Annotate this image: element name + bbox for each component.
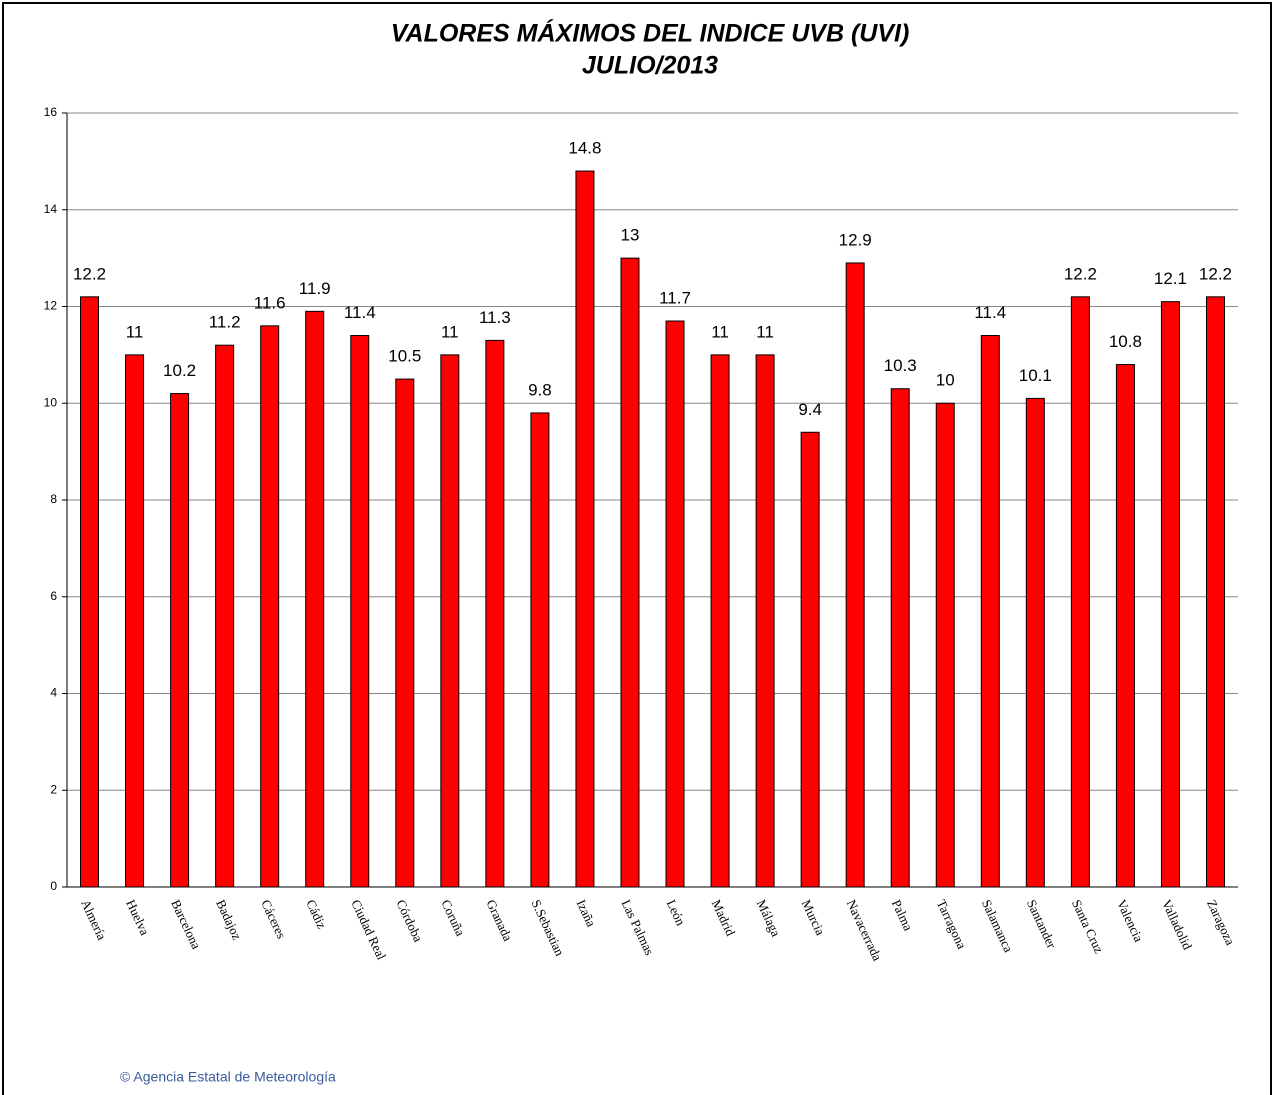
bar [215, 344, 235, 888]
bar [845, 262, 865, 888]
x-tick-label: Palma [889, 897, 916, 933]
bar [80, 296, 100, 888]
value-label: 11.4 [974, 303, 1006, 322]
bar [575, 170, 595, 888]
bar [1115, 364, 1135, 888]
value-label: 12.2 [1199, 264, 1232, 283]
bar [980, 335, 1000, 888]
x-tick-label: S.Sebastian [528, 897, 567, 958]
value-label: 12.1 [1154, 269, 1187, 288]
bar [485, 339, 505, 888]
x-tick-label: Almería [78, 897, 110, 942]
value-label: 10.5 [388, 347, 421, 366]
x-tick-label: Zaragoza [1204, 897, 1238, 947]
y-tick-label: 4 [50, 686, 57, 700]
value-label: 12.2 [73, 264, 106, 283]
x-tick-label: Granada [483, 897, 515, 943]
x-tick-label: Santander [1024, 897, 1060, 951]
value-label: 11.7 [659, 288, 691, 307]
value-label: 11.6 [254, 293, 286, 312]
x-tick-label: Coruña [438, 897, 468, 938]
bar [395, 378, 415, 888]
value-label: 10.3 [884, 356, 917, 375]
bar [800, 431, 820, 888]
y-tick-label: 14 [44, 202, 58, 216]
chart-title: VALORES MÁXIMOS DEL INDICE UVB (UVI) [391, 19, 910, 48]
chart-subtitle: JULIO/2013 [582, 52, 718, 80]
bar [260, 325, 280, 888]
bar [1205, 296, 1225, 888]
bar [350, 335, 370, 888]
value-label: 10.2 [163, 361, 196, 380]
bar [665, 320, 685, 888]
bar [1025, 397, 1045, 888]
value-label: 10.1 [1019, 366, 1052, 385]
x-tick-label: Murcia [799, 897, 829, 938]
x-tick-label: Córdoba [393, 897, 426, 944]
x-tick-label: Málaga [754, 897, 784, 939]
x-tick-label: Santa Cruz [1069, 897, 1107, 956]
bar [890, 388, 910, 888]
x-tick-label: Barcelona [168, 897, 204, 951]
value-label: 11.4 [344, 303, 376, 322]
y-tick-label: 10 [44, 395, 58, 409]
bar [1160, 301, 1180, 888]
x-tick-label: Cáceres [258, 897, 289, 941]
value-label: 11.3 [479, 308, 511, 327]
bar [935, 402, 955, 888]
value-label: 11 [711, 322, 729, 341]
x-tick-label: Valencia [1114, 897, 1147, 944]
x-tick-label: Tarragona [934, 897, 970, 951]
value-label: 9.8 [528, 380, 552, 399]
value-label: 11.2 [209, 313, 241, 332]
value-label: 10.8 [1109, 332, 1142, 351]
bar [305, 310, 325, 888]
y-tick-label: 12 [44, 299, 58, 313]
y-tick-label: 8 [50, 492, 57, 506]
bar [755, 354, 775, 888]
value-label: 11 [441, 322, 459, 341]
x-tick-label: Navacerrada [844, 897, 885, 963]
x-tick-label: Huelva [123, 897, 153, 938]
y-tick-label: 16 [44, 105, 58, 119]
x-tick-label: Cádiz [303, 897, 330, 931]
bar [170, 393, 190, 888]
value-label: 12.2 [1064, 264, 1097, 283]
value-label: 11.9 [299, 279, 331, 298]
bar [620, 257, 640, 888]
value-label: 14.8 [568, 139, 601, 158]
value-label: 12.9 [839, 230, 872, 249]
x-tick-label: Izaña [574, 897, 600, 929]
bar [1070, 296, 1090, 888]
x-tick-label: Valladolid [1159, 897, 1195, 952]
y-tick-label: 2 [50, 782, 57, 796]
x-tick-label: Ciudad Real [348, 897, 389, 962]
value-label: 10 [936, 371, 955, 390]
value-label: 9.4 [798, 400, 822, 419]
x-tick-label: Badajoz [213, 897, 245, 942]
x-tick-label: León [664, 897, 689, 928]
value-label: 11 [756, 322, 774, 341]
y-tick-label: 6 [50, 589, 57, 603]
value-label: 13 [621, 226, 640, 245]
bar [710, 354, 730, 888]
x-tick-label: Las Palmas [619, 897, 658, 957]
source: © Agencia Estatal de Meteorología [120, 1069, 336, 1085]
bar [530, 412, 550, 888]
value-label: 11 [126, 322, 144, 341]
bar [440, 354, 460, 888]
x-tick-label: Salamanca [979, 897, 1016, 955]
y-tick-label: 0 [50, 879, 57, 893]
x-tick-label: Madrid [709, 897, 739, 938]
bar [125, 354, 145, 888]
